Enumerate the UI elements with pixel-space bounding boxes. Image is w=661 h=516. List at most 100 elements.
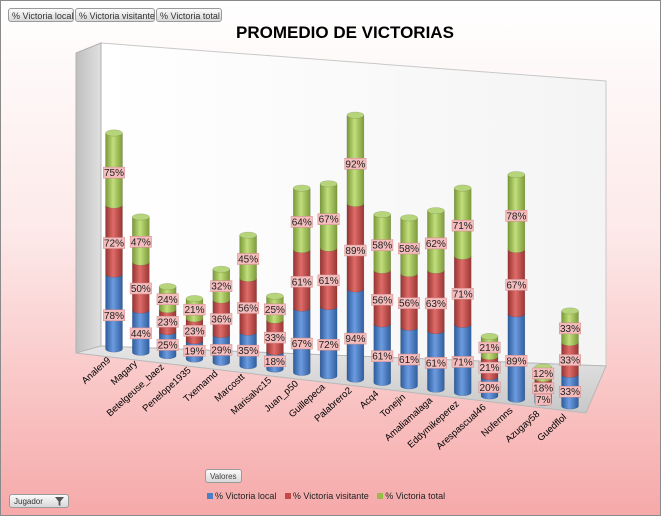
- data-label-bg-local-arespascual46: [478, 381, 501, 394]
- data-label-bg-total-arespascual46: [478, 341, 501, 354]
- data-label-local-amaliamalaga: 61%: [426, 358, 446, 369]
- data-label-bg-local-magary: [129, 327, 152, 340]
- x-label-analen9: Analen9: [80, 355, 113, 387]
- data-label-local-analen9: 78%: [104, 311, 124, 322]
- data-label-visitante-eddymikeperez: 71%: [453, 289, 473, 300]
- data-label-bg-total-marisalvc15: [263, 303, 286, 316]
- x-label-acq4: Acq4: [358, 389, 381, 412]
- data-label-total-magary: 47%: [131, 237, 151, 248]
- data-label-visitante-magary: 50%: [131, 284, 151, 295]
- legend-item-local: % Victoria local: [207, 489, 276, 503]
- bar-top-analen9: [105, 129, 123, 137]
- data-label-bg-local-penelope1935: [183, 345, 206, 357]
- data-label-visitante-analen9: 72%: [104, 239, 124, 250]
- data-label-bg-total-palabrero2: [344, 158, 367, 170]
- data-label-bg-visitante-acq4: [371, 294, 394, 306]
- data-label-visitante-marcostt: 56%: [238, 303, 258, 314]
- data-label-total-guedflol: 33%: [560, 324, 580, 335]
- field-button-victoria-visitante[interactable]: % Victoria visitante: [75, 8, 155, 22]
- bar-top-acq4: [373, 211, 391, 218]
- data-label-bg-visitante-arespascual46: [478, 361, 501, 374]
- data-label-total-azugay58: 12%: [533, 369, 553, 380]
- legend-swatch-local: [207, 492, 213, 499]
- data-label-total-marcostt: 45%: [238, 254, 258, 265]
- data-label-total-analen9: 75%: [104, 168, 124, 179]
- field-button-victoria-local[interactable]: % Victoria local: [8, 8, 74, 22]
- data-label-bg-visitante-marcostt: [237, 302, 260, 314]
- data-label-bg-local-nofernns: [505, 355, 528, 367]
- bar-top-tonejin: [400, 214, 418, 222]
- jugador-label: Jugador: [14, 497, 43, 506]
- data-label-visitante-azugay58: 18%: [533, 384, 553, 395]
- data-label-bg-visitante-txemamd: [210, 313, 233, 325]
- data-label-total-txemamd: 32%: [211, 282, 231, 293]
- data-label-bg-total-txemamd: [210, 280, 233, 292]
- data-label-bg-local-juan-p50: [290, 337, 313, 350]
- legend: % Victoria local % Victoria visitante % …: [207, 489, 451, 503]
- data-label-visitante-acq4: 56%: [372, 295, 392, 306]
- data-label-bg-total-tonejin: [398, 242, 421, 255]
- data-label-bg-total-marcostt: [237, 253, 260, 265]
- bar-top-juan-p50: [293, 184, 311, 192]
- data-label-bg-local-azugay58: [535, 393, 552, 406]
- jugador-field-button[interactable]: Jugador: [9, 494, 69, 508]
- data-label-bg-local-txemamd: [210, 344, 233, 356]
- values-field-button[interactable]: Valores: [205, 469, 242, 483]
- data-label-bg-visitante-marisalvc15: [263, 331, 286, 344]
- data-label-local-arespascual46: 20%: [480, 383, 500, 394]
- data-label-bg-visitante-tonejin: [398, 297, 421, 309]
- data-label-local-magary: 44%: [131, 329, 151, 340]
- data-label-bg-visitante-guillepeca: [317, 274, 340, 287]
- bar-top-marisalvc15: [266, 292, 284, 300]
- bar-top-penelope1935: [185, 295, 204, 302]
- data-label-local-palabrero2: 94%: [345, 334, 365, 345]
- bar-top-eddymikeperez: [454, 184, 472, 192]
- data-label-visitante-penelope1935: 23%: [184, 326, 204, 337]
- data-label-bg-total-guillepeca: [317, 213, 340, 225]
- data-label-bg-local-amaliamalaga: [424, 357, 447, 369]
- legend-label-local: % Victoria local: [215, 491, 277, 501]
- data-label-local-guedflol: 33%: [560, 387, 580, 398]
- bar-top-betelgeuse-baez: [158, 283, 177, 290]
- data-label-total-juan-p50: 64%: [292, 217, 312, 228]
- bar-top-amaliamalaga: [427, 207, 445, 215]
- data-label-bg-visitante-guedflol: [559, 354, 581, 366]
- data-label-visitante-amaliamalaga: 63%: [426, 299, 446, 310]
- data-label-local-guillepeca: 72%: [319, 340, 339, 351]
- side-wall: [75, 42, 102, 354]
- data-label-total-amaliamalaga: 62%: [426, 239, 446, 250]
- data-label-bg-visitante-eddymikeperez: [451, 288, 474, 300]
- data-label-bg-total-eddymikeperez: [451, 219, 474, 232]
- data-label-bg-total-nofernns: [505, 210, 528, 222]
- chart-plot: PROMEDIO DE VICTORIAS 78% 72% 75% 44% 50% 47%…: [75, 23, 607, 452]
- data-label-local-juan-p50: 67%: [292, 339, 312, 350]
- filter-funnel-icon[interactable]: [55, 497, 64, 506]
- data-label-local-marisalvc15: 18%: [265, 357, 285, 368]
- data-label-visitante-arespascual46: 21%: [480, 363, 500, 374]
- data-label-bg-visitante-nofernns: [505, 279, 528, 291]
- bar-top-nofernns: [507, 171, 526, 179]
- data-label-local-eddymikeperez: 71%: [453, 357, 473, 368]
- data-label-visitante-betelgeuse-baez: 23%: [158, 317, 178, 328]
- data-label-bg-visitante-betelgeuse-baez: [156, 316, 179, 328]
- data-label-bg-local-acq4: [371, 350, 394, 362]
- bar-top-guillepeca: [319, 180, 338, 188]
- data-label-local-marcostt: 35%: [238, 346, 258, 357]
- data-label-local-acq4: 61%: [372, 352, 392, 363]
- data-label-bg-visitante-juan-p50: [290, 276, 313, 288]
- field-button-victoria-total[interactable]: % Victoria total: [156, 8, 222, 22]
- bar-top-arespascual46: [480, 333, 499, 340]
- data-label-visitante-guedflol: 33%: [560, 356, 580, 367]
- bar-top-magary: [132, 213, 150, 221]
- data-label-bg-total-guedflol: [559, 322, 581, 335]
- bar-top-guedflol: [561, 307, 579, 315]
- data-label-bg-total-azugay58: [532, 367, 555, 380]
- data-label-bg-total-penelope1935: [183, 303, 206, 316]
- data-label-bg-local-palabrero2: [344, 332, 367, 345]
- data-label-total-arespascual46: 21%: [480, 343, 500, 354]
- data-label-bg-local-tonejin: [398, 353, 421, 366]
- legend-label-visitante: % Victoria visitante: [292, 491, 369, 501]
- data-label-visitante-nofernns: 67%: [506, 280, 526, 291]
- data-label-total-acq4: 58%: [372, 241, 392, 252]
- data-label-local-azugay58: 7%: [536, 395, 551, 406]
